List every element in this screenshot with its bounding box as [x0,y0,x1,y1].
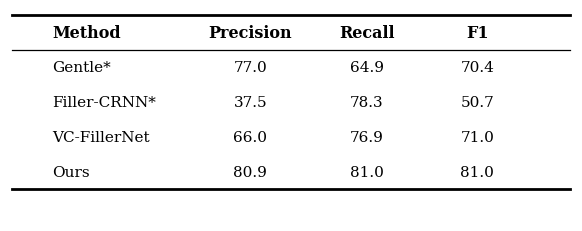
Text: 81.0: 81.0 [460,165,494,179]
Text: 50.7: 50.7 [460,96,494,110]
Text: 71.0: 71.0 [460,131,494,144]
Text: Precision: Precision [208,25,292,42]
Text: F1: F1 [466,25,488,42]
Text: 80.9: 80.9 [233,165,267,179]
Text: 78.3: 78.3 [350,96,384,110]
Text: 81.0: 81.0 [350,165,384,179]
Text: 77.0: 77.0 [233,61,267,75]
Text: 66.0: 66.0 [233,131,267,144]
Text: 76.9: 76.9 [350,131,384,144]
Text: VC-FillerNet: VC-FillerNet [52,131,150,144]
Text: Gentle*: Gentle* [52,61,111,75]
Text: Recall: Recall [339,25,395,42]
Text: Ours: Ours [52,165,90,179]
Text: 70.4: 70.4 [460,61,494,75]
Text: 64.9: 64.9 [350,61,384,75]
Text: Method: Method [52,25,121,42]
Text: 37.5: 37.5 [233,96,267,110]
Text: Filler-CRNN*: Filler-CRNN* [52,96,156,110]
